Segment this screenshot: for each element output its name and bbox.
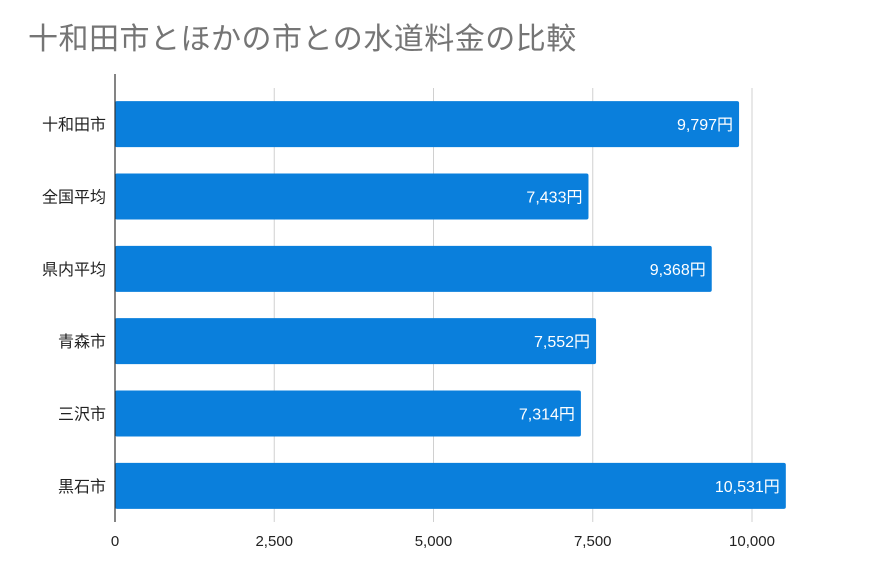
data-label: 7,552円 <box>534 334 590 351</box>
x-tick-label: 2,500 <box>255 533 293 550</box>
x-tick-label: 7,500 <box>574 533 612 550</box>
bar <box>115 462 786 509</box>
data-label: 7,314円 <box>519 407 575 424</box>
category-label: 十和田市 <box>42 115 106 134</box>
data-label: 7,433円 <box>526 190 582 207</box>
x-tick-label: 5,000 <box>415 533 453 550</box>
data-label: 9,368円 <box>650 262 706 279</box>
bar <box>115 318 597 365</box>
data-label: 10,531円 <box>715 479 780 496</box>
bar <box>115 101 740 148</box>
bar <box>115 390 581 437</box>
bar <box>115 245 712 292</box>
category-label: 青森市 <box>58 332 106 351</box>
data-label: 9,797円 <box>677 117 733 134</box>
x-tick-label: 0 <box>111 533 119 550</box>
chart-title: 十和田市とほかの市との水道料金の比較 <box>28 22 577 57</box>
category-label: 県内平均 <box>42 260 106 279</box>
category-label: 全国平均 <box>42 188 106 207</box>
category-label: 黒石市 <box>58 477 106 496</box>
category-label: 三沢市 <box>58 405 106 424</box>
bar <box>115 173 589 220</box>
x-tick-label: 10,000 <box>729 533 775 550</box>
